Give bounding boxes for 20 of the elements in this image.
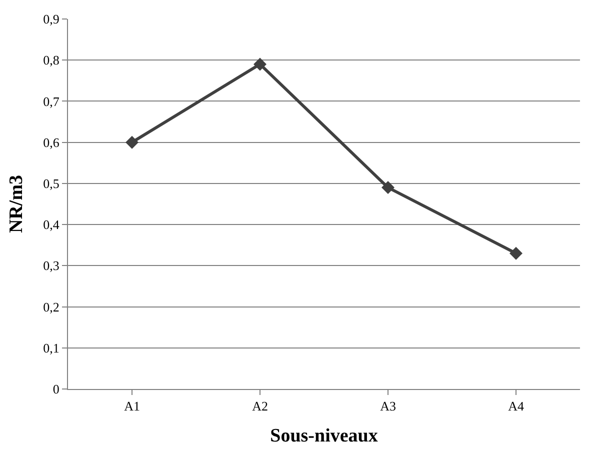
point (126, 136, 138, 149)
y-tick-label: 0,1 (43, 340, 60, 356)
x-tick-label: A3 (380, 398, 396, 414)
x-tick-label: A1 (124, 398, 140, 414)
point (254, 58, 266, 71)
point (382, 181, 394, 194)
y-tick-label: 0,5 (43, 176, 60, 191)
y-tick-label: 0,3 (43, 258, 60, 274)
point (510, 246, 522, 260)
y-tick-label: 0,9 (43, 12, 60, 27)
x-tick-label: A2 (252, 398, 268, 414)
y-tick-label: 0,7 (43, 94, 60, 109)
x-axis-title: Sous-niveaux (270, 425, 378, 446)
x-tick-label: A4 (508, 398, 524, 414)
y-tick-label: 0,4 (43, 217, 60, 232)
y-tick-label: 0,8 (43, 52, 60, 68)
y-tick-label: 0,2 (43, 299, 60, 314)
y-tick-label: 0,6 (43, 134, 60, 150)
y-axis-title: NR/m3 (6, 174, 27, 234)
y-tick-label: 0 (52, 382, 60, 397)
